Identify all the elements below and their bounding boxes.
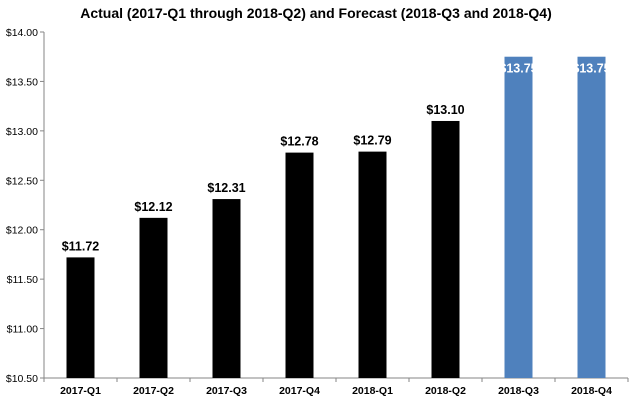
bar [431,120,460,378]
x-tick-label: 2018-Q4 [571,385,612,397]
data-label: $13.75 [572,62,610,76]
x-tick-label: 2017-Q2 [133,385,174,397]
bar [358,151,387,378]
x-tick-label: 2017-Q3 [206,385,247,397]
data-label: $12.31 [207,181,245,195]
bar [139,217,168,378]
y-tick-label: $12.50 [6,175,38,187]
bar [577,56,606,378]
data-label: $12.79 [353,134,391,148]
bars-group [66,56,606,378]
x-tick-label: 2017-Q1 [60,385,101,397]
data-label: $12.12 [134,200,172,214]
data-label: $13.75 [499,62,537,76]
y-tick-label: $14.00 [6,27,38,39]
data-label: $13.10 [426,103,464,117]
chart-title: Actual (2017-Q1 through 2018-Q2) and For… [80,5,552,21]
x-tick-label: 2018-Q3 [498,385,539,397]
x-tick-label: 2018-Q1 [352,385,393,397]
bar [504,56,533,378]
bar [66,257,95,378]
x-axis: 2017-Q1 2017-Q2 2017-Q3 2017-Q4 2018-Q1 2018-… [43,377,629,397]
y-axis: $10.50 $11.00 $11.50 $12.00 $12.50 $13.00 $13.… [6,27,45,385]
y-tick-label: $11.50 [7,274,38,286]
data-label: $12.78 [280,135,318,149]
bar [285,152,314,378]
y-tick-label: $13.00 [6,126,38,138]
y-tick-label: $11.00 [7,324,38,336]
bar [212,199,241,378]
y-tick-label: $13.50 [6,76,38,88]
x-tick-label: 2017-Q4 [279,385,320,397]
y-tick-label: $10.50 [6,373,38,385]
data-labels-group: $11.72 $12.12 $12.31 $12.78 $12.79 $13.10 $13.… [62,62,611,254]
data-label: $11.72 [62,239,100,253]
y-tick-label: $12.00 [6,225,38,237]
x-tick-label: 2018-Q2 [425,385,466,397]
